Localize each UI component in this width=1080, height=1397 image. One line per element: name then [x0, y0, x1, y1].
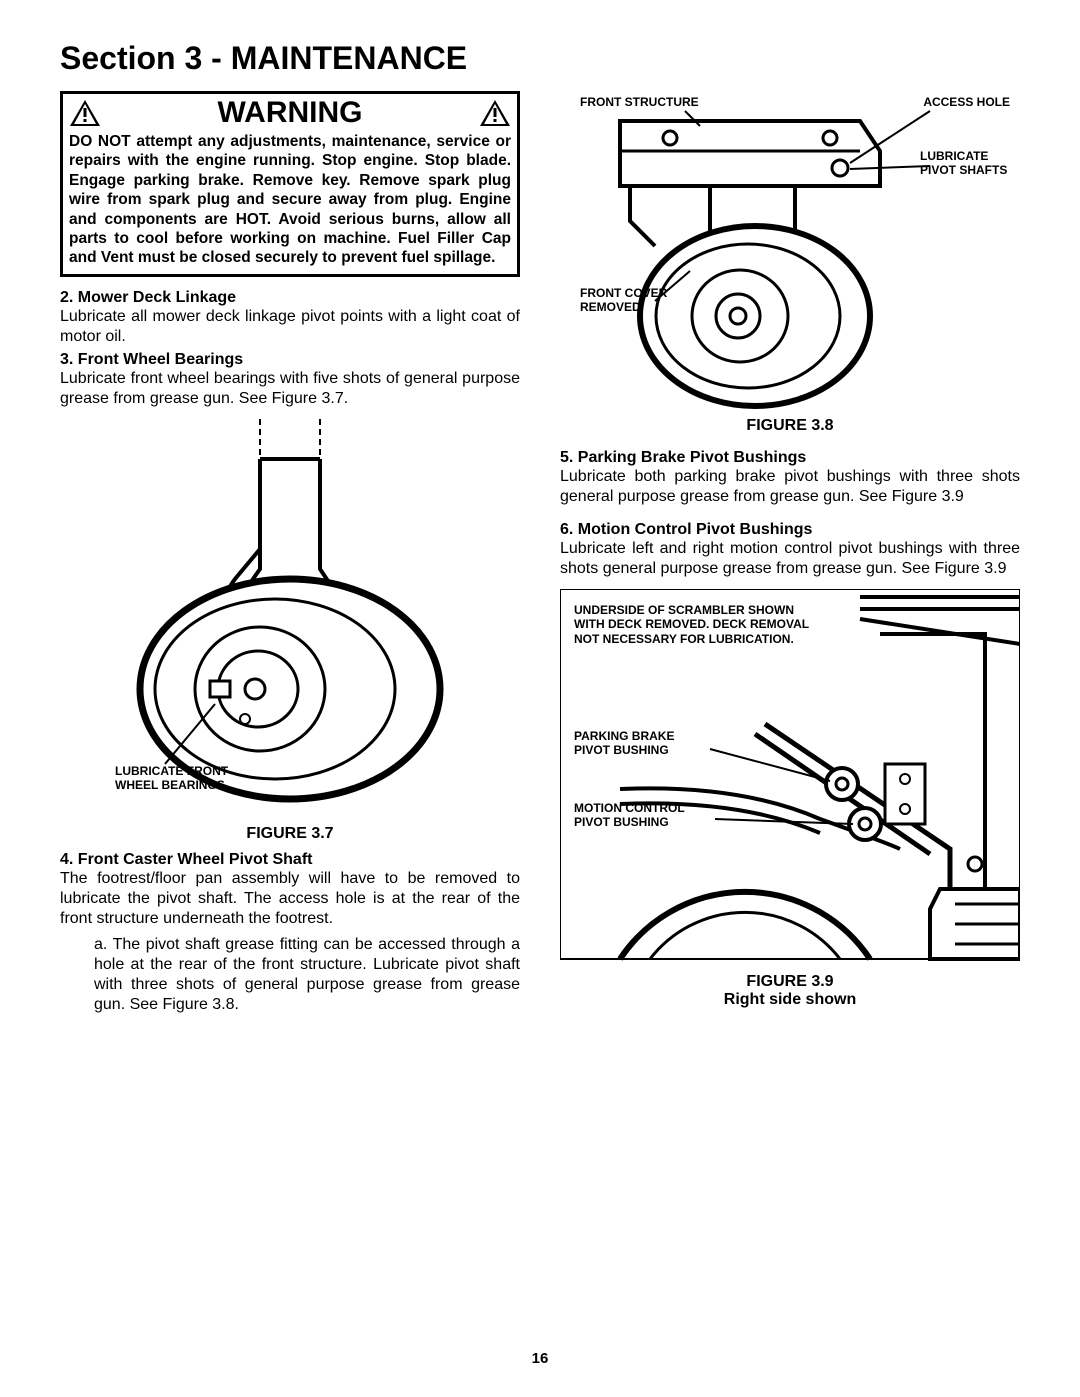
item-5-heading: 5. Parking Brake Pivot Bushings — [560, 449, 1020, 467]
item-6-heading: 6. Motion Control Pivot Bushings — [560, 521, 1020, 539]
item-4a-text: a. The pivot shaft grease fitting can be… — [60, 935, 520, 1015]
fig38-label-lubricate-pivot: LUBRICATE PIVOT SHAFTS — [920, 149, 1010, 178]
item-2-heading: 2. Mower Deck Linkage — [60, 289, 520, 307]
item-3-text: Lubricate front wheel bearings with five… — [60, 369, 520, 409]
figure-3-9-subcaption: Right side shown — [560, 991, 1020, 1009]
fig38-label-front-structure: FRONT STRUCTURE — [580, 95, 699, 109]
fig39-label-motion-control: MOTION CONTROL PIVOT BUSHING — [574, 801, 714, 830]
fig38-label-access-hole: ACCESS HOLE — [923, 95, 1010, 109]
warning-text: DO NOT attempt any adjustments, maintena… — [69, 132, 511, 268]
right-column: FRONT STRUCTURE ACCESS HOLE LUBRICATE PI… — [560, 91, 1020, 1015]
warning-header: WARNING — [69, 96, 511, 130]
fig39-label-underside: UNDERSIDE OF SCRAMBLER SHOWN WITH DECK R… — [574, 603, 814, 646]
two-column-layout: WARNING DO NOT attempt any adjustments, … — [60, 91, 1020, 1015]
figure-3-7-svg — [60, 419, 520, 819]
item-4-text: The footrest/floor pan assembly will hav… — [60, 869, 520, 929]
fig38-label-front-cover: FRONT COVER REMOVED — [580, 286, 690, 315]
left-column: WARNING DO NOT attempt any adjustments, … — [60, 91, 520, 1015]
figure-3-8-svg — [560, 91, 1020, 411]
figure-3-7-caption: FIGURE 3.7 — [60, 825, 520, 843]
item-4-heading: 4. Front Caster Wheel Pivot Shaft — [60, 851, 520, 869]
page-number: 16 — [532, 1350, 549, 1367]
item-6-text: Lubricate left and right motion control … — [560, 539, 1020, 579]
item-3-heading: 3. Front Wheel Bearings — [60, 351, 520, 369]
item-5-text: Lubricate both parking brake pivot bushi… — [560, 467, 1020, 507]
fig39-label-parking-brake: PARKING BRAKE PIVOT BUSHING — [574, 729, 704, 758]
warning-triangle-icon — [69, 99, 101, 127]
figure-3-8: FRONT STRUCTURE ACCESS HOLE LUBRICATE PI… — [560, 91, 1020, 411]
figure-3-9-caption: FIGURE 3.9 — [560, 973, 1020, 991]
section-title: Section 3 - MAINTENANCE — [60, 40, 1020, 77]
warning-box: WARNING DO NOT attempt any adjustments, … — [60, 91, 520, 277]
item-2-text: Lubricate all mower deck linkage pivot p… — [60, 307, 520, 347]
warning-triangle-icon — [479, 99, 511, 127]
figure-3-9: UNDERSIDE OF SCRAMBLER SHOWN WITH DECK R… — [560, 589, 1020, 969]
figure-3-7: LUBRICATE FRONT WHEEL BEARINGS — [60, 419, 520, 819]
figure-3-8-caption: FIGURE 3.8 — [560, 417, 1020, 435]
warning-title: WARNING — [101, 96, 479, 130]
fig37-label-bearings: LUBRICATE FRONT WHEEL BEARINGS — [115, 764, 235, 793]
